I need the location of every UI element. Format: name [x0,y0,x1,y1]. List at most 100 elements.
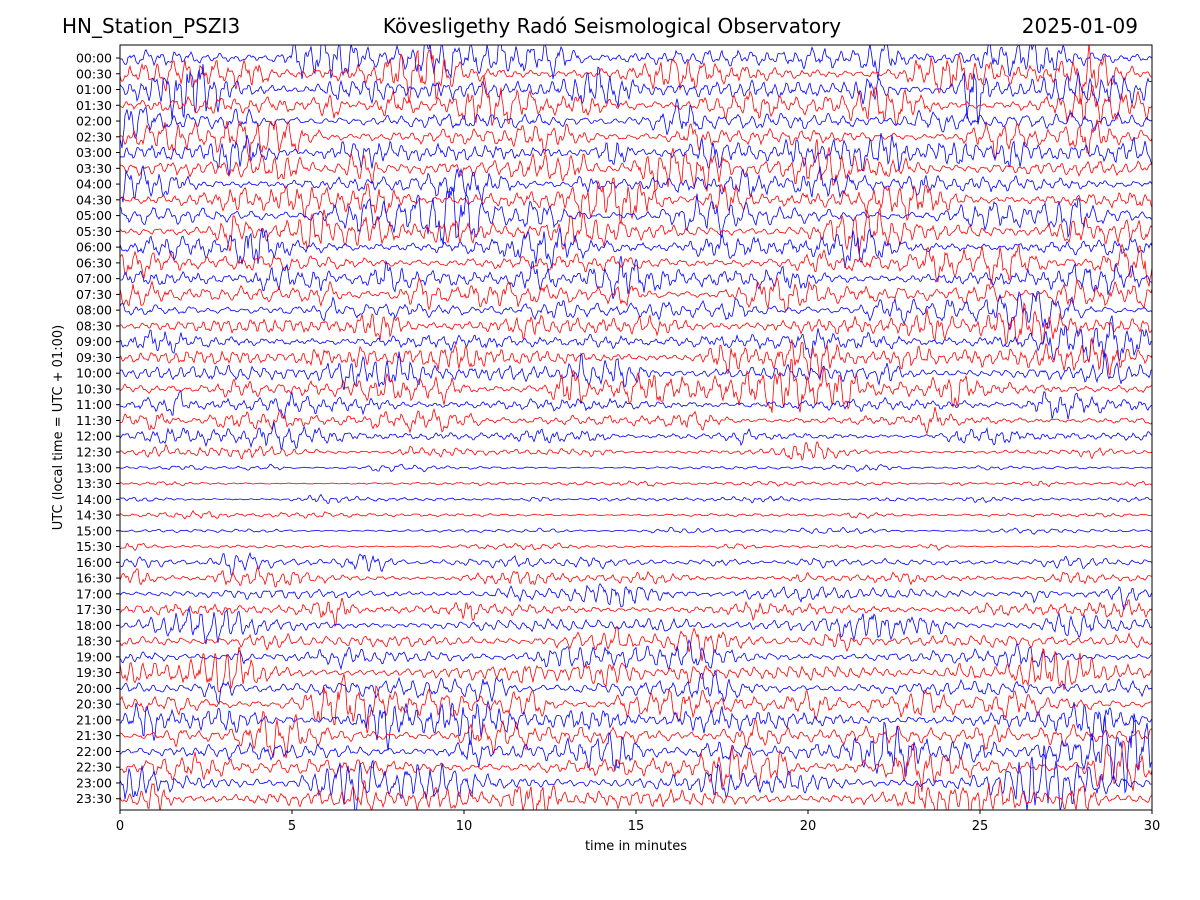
y-tick-label: 09:30 [76,350,112,365]
trace-2100 [120,699,1152,751]
x-tick-label: 10 [456,819,473,834]
observatory-title: Kövesligethy Radó Seismological Observat… [382,14,842,38]
trace-0130 [120,75,1152,127]
y-tick-label: 13:00 [76,460,112,475]
trace-0200 [120,98,1152,149]
trace-0000 [120,45,1152,80]
trace-0600 [120,227,1152,269]
y-tick-label: 09:00 [76,334,112,349]
trace-0500 [120,186,1152,245]
trace-0100 [120,63,1152,125]
y-tick-label: 14:00 [76,492,112,507]
x-tick-label: 30 [1144,819,1161,834]
x-tick-label: 20 [800,819,817,834]
y-tick-label: 21:00 [76,712,112,727]
x-tick-label: 15 [628,819,645,834]
trace-0030 [120,45,1152,105]
trace-0530 [120,206,1152,255]
trace-1730 [120,597,1152,628]
y-tick-label: 08:30 [76,318,112,333]
trace-1800 [120,607,1152,645]
trace-0230 [120,119,1152,159]
y-tick-label: 03:30 [76,161,112,176]
trace-0400 [120,164,1152,203]
trace-1430 [120,510,1152,520]
y-axis-label: UTC (local time = UTC + 01:00) [51,325,66,530]
trace-0930 [120,337,1152,381]
trace-2230 [120,740,1152,792]
y-tick-label: 17:00 [76,586,112,601]
trace-2130 [120,710,1152,759]
trace-0430 [120,177,1152,225]
y-tick-label: 04:00 [76,177,112,192]
trace-2030 [120,673,1152,734]
y-tick-label: 17:30 [76,602,112,617]
y-tick-label: 16:00 [76,555,112,570]
y-tick-label: 05:00 [76,208,112,223]
trace-2000 [120,669,1152,705]
y-tick-label: 23:30 [76,791,112,806]
date-title: 2025-01-09 [1021,14,1138,38]
trace-0630 [120,243,1152,287]
y-tick-label: 07:30 [76,287,112,302]
y-tick-label: 18:00 [76,618,112,633]
trace-1930 [120,646,1152,693]
trace-1600 [120,551,1152,577]
y-tick-label: 04:30 [76,192,112,207]
y-tick-label: 12:00 [76,429,112,444]
trace-1700 [120,582,1152,611]
y-tick-label: 21:30 [76,728,112,743]
x-tick-label: 0 [116,819,124,834]
y-tick-label: 10:30 [76,381,112,396]
y-tick-label: 07:00 [76,271,112,286]
station-title: HN_Station_PSZI3 [62,14,241,38]
trace-0900 [120,315,1152,363]
y-tick-label: 00:30 [76,66,112,81]
y-tick-label: 20:30 [76,697,112,712]
y-tick-label: 02:30 [76,129,112,144]
y-tick-label: 19:30 [76,665,112,680]
y-tick-label: 15:00 [76,523,112,538]
trace-1830 [120,625,1152,662]
y-tick-label: 15:30 [76,539,112,554]
trace-group [120,45,1152,810]
trace-1630 [120,565,1152,588]
y-tick-label: 02:00 [76,114,112,129]
trace-1230 [120,441,1152,461]
trace-0800 [120,291,1152,331]
y-tick-label: 14:30 [76,508,112,523]
y-tick-label: 06:00 [76,240,112,255]
y-tick-label: 22:00 [76,744,112,759]
trace-1200 [120,422,1152,450]
trace-1500 [120,526,1152,535]
trace-1300 [120,463,1152,473]
x-tick-label: 25 [972,819,989,834]
y-tick-label: 00:00 [76,51,112,66]
y-tick-label: 18:30 [76,634,112,649]
y-tick-label: 23:00 [76,775,112,790]
trace-2200 [120,713,1152,794]
y-tick-label: 19:00 [76,649,112,664]
x-tick-label: 5 [288,819,296,834]
trace-1330 [120,480,1152,488]
y-tick-label: 01:00 [76,82,112,97]
y-tick-label: 05:30 [76,224,112,239]
y-axis: 00:0000:3001:0001:3002:0002:3003:0003:30… [76,51,120,806]
trace-0700 [120,255,1152,300]
y-tick-label: 08:00 [76,303,112,318]
trace-1530 [120,542,1152,552]
trace-0730 [120,276,1152,312]
y-tick-label: 01:30 [76,98,112,113]
y-tick-label: 06:30 [76,255,112,270]
trace-0300 [120,133,1152,176]
y-tick-label: 11:30 [76,413,112,428]
trace-0830 [120,301,1152,346]
trace-1030 [120,358,1152,413]
trace-1100 [120,390,1152,420]
trace-1900 [120,639,1152,672]
y-tick-label: 11:00 [76,397,112,412]
x-axis-label: time in minutes [585,839,687,854]
y-tick-label: 16:30 [76,571,112,586]
x-axis: 0 5 10 15 20 25 30 [116,810,1160,834]
